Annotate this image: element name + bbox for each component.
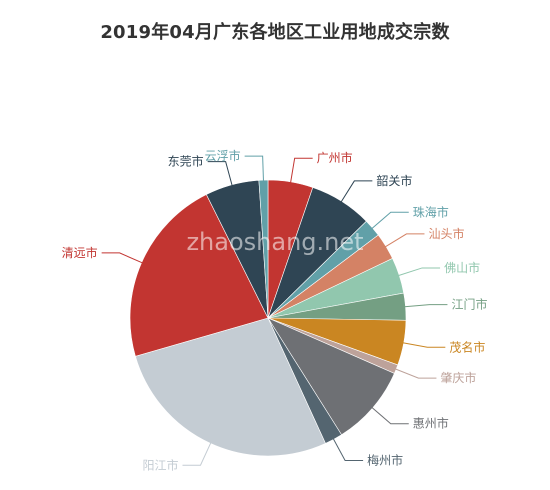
leader-line-8 bbox=[371, 407, 409, 425]
leader-line-0 bbox=[290, 157, 313, 183]
slice-label-1: 韶关市 bbox=[376, 173, 412, 188]
slice-label-7: 肇庆市 bbox=[440, 370, 476, 385]
leader-line-9 bbox=[332, 438, 364, 461]
leader-line-11 bbox=[101, 252, 143, 264]
slice-label-9: 梅州市 bbox=[367, 452, 403, 467]
leader-line-4 bbox=[398, 267, 441, 277]
leader-line-10 bbox=[182, 442, 212, 466]
slice-label-11: 清远市 bbox=[62, 245, 98, 260]
slice-label-4: 佛山市 bbox=[444, 260, 480, 275]
slice-label-6: 茂名市 bbox=[449, 339, 485, 354]
leader-line-12 bbox=[207, 161, 233, 186]
chart-title: 2019年04月广东各地区工业用地成交宗数 bbox=[100, 22, 450, 43]
slice-label-10: 阳江市 bbox=[142, 457, 178, 472]
slice-label-12: 东莞市 bbox=[168, 154, 204, 169]
slice-label-8: 惠州市 bbox=[413, 416, 449, 431]
leader-line-3 bbox=[384, 233, 425, 248]
slice-label-2: 珠海市 bbox=[413, 204, 449, 219]
leader-line-13 bbox=[244, 155, 264, 182]
leader-line-6 bbox=[402, 342, 446, 348]
leader-line-2 bbox=[371, 211, 409, 229]
watermark: zhaoshang.net bbox=[186, 228, 363, 256]
leader-line-5 bbox=[404, 304, 448, 308]
slice-label-5: 江门市 bbox=[451, 297, 487, 312]
slice-label-13: 云浮市 bbox=[205, 148, 241, 163]
leader-line-7 bbox=[395, 368, 437, 379]
slice-label-3: 汕头市 bbox=[428, 226, 464, 241]
slice-label-0: 广州市 bbox=[317, 150, 353, 165]
leader-line-1 bbox=[340, 180, 373, 203]
